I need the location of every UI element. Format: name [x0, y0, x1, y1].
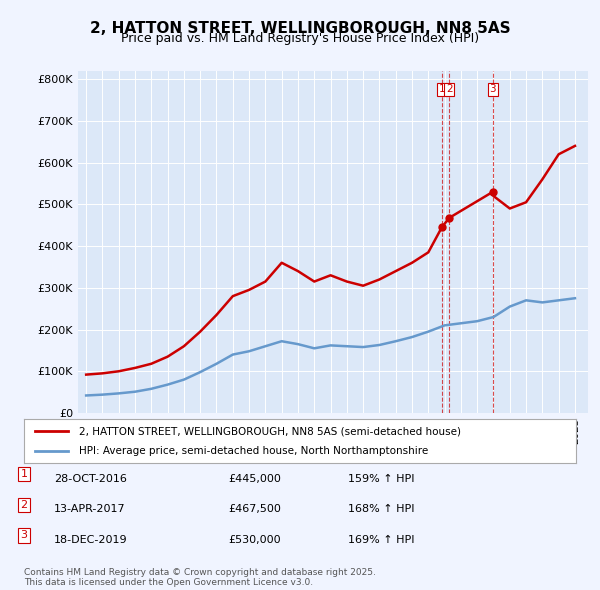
- Text: 3: 3: [490, 84, 496, 94]
- Text: HPI: Average price, semi-detached house, North Northamptonshire: HPI: Average price, semi-detached house,…: [79, 446, 428, 455]
- Text: 2, HATTON STREET, WELLINGBOROUGH, NN8 5AS (semi-detached house): 2, HATTON STREET, WELLINGBOROUGH, NN8 5A…: [79, 427, 461, 436]
- Text: 18-DEC-2019: 18-DEC-2019: [54, 535, 128, 545]
- Text: Price paid vs. HM Land Registry's House Price Index (HPI): Price paid vs. HM Land Registry's House …: [121, 32, 479, 45]
- Text: 1: 1: [439, 84, 445, 94]
- Text: 2, HATTON STREET, WELLINGBOROUGH, NN8 5AS: 2, HATTON STREET, WELLINGBOROUGH, NN8 5A…: [89, 21, 511, 35]
- Text: 169% ↑ HPI: 169% ↑ HPI: [348, 535, 415, 545]
- Text: Contains HM Land Registry data © Crown copyright and database right 2025.
This d: Contains HM Land Registry data © Crown c…: [24, 568, 376, 587]
- Text: 3: 3: [20, 530, 28, 540]
- Text: 28-OCT-2016: 28-OCT-2016: [54, 474, 127, 484]
- Text: 2: 2: [20, 500, 28, 510]
- Text: 159% ↑ HPI: 159% ↑ HPI: [348, 474, 415, 484]
- Text: £445,000: £445,000: [228, 474, 281, 484]
- Text: 13-APR-2017: 13-APR-2017: [54, 504, 125, 514]
- Text: 168% ↑ HPI: 168% ↑ HPI: [348, 504, 415, 514]
- Text: 2: 2: [446, 84, 452, 94]
- Text: £467,500: £467,500: [228, 504, 281, 514]
- Text: £530,000: £530,000: [228, 535, 281, 545]
- Text: 1: 1: [20, 469, 28, 479]
